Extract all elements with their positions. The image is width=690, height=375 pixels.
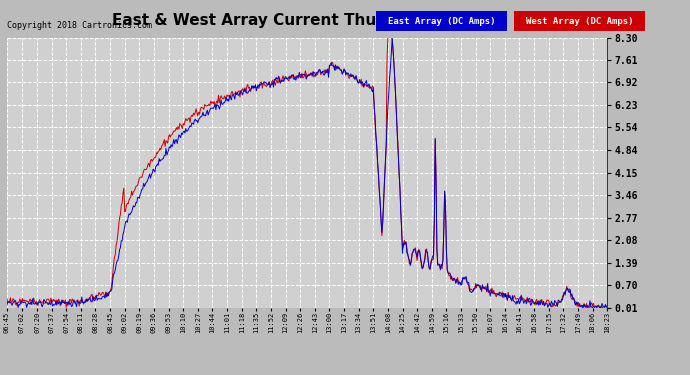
Text: Copyright 2018 Cartronics.com: Copyright 2018 Cartronics.com — [7, 21, 152, 30]
Text: West Array (DC Amps): West Array (DC Amps) — [526, 16, 633, 26]
Text: East Array (DC Amps): East Array (DC Amps) — [388, 16, 495, 26]
Text: East & West Array Current Thu Sep 27 18:30: East & West Array Current Thu Sep 27 18:… — [112, 13, 495, 28]
